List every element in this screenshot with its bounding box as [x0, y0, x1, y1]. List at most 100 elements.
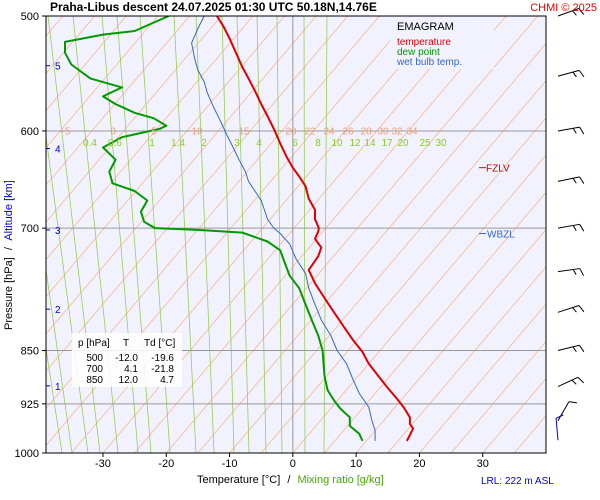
- wind-barb-flag: [572, 71, 577, 78]
- wind-barb-flag: [572, 177, 577, 184]
- isotherm-line: [482, 377, 546, 453]
- isotherm-line: [46, 16, 285, 298]
- mixing-ratio-label: 2: [201, 138, 207, 149]
- wbzl-label: WBZL: [487, 230, 515, 241]
- wind-barb-flag: [579, 268, 585, 276]
- isotherm-line: [46, 16, 349, 372]
- mixing-ratio-line: [256, 16, 267, 453]
- isotherm-line: [260, 117, 546, 453]
- mixing-ratio-label: 30: [435, 138, 447, 149]
- table-cell: 850: [86, 375, 103, 386]
- x-tick-label: -10: [222, 458, 238, 470]
- y-tick-label: 500: [21, 11, 39, 23]
- mixing-ratio-label: 0.4: [83, 138, 97, 149]
- legend-temperature: temperature: [397, 37, 451, 48]
- isotherm-label: 0: [110, 126, 116, 137]
- table-cell: 700: [86, 364, 103, 375]
- x-tick-label: -20: [158, 458, 174, 470]
- wind-barb-flag: [579, 176, 585, 184]
- table-cell: -12.0: [115, 353, 138, 364]
- wind-barb: [557, 176, 580, 182]
- y-axis-label: Pressure [hPa] / Altitude [km]: [3, 180, 15, 330]
- altitude-tick-label: 1: [55, 382, 61, 393]
- table-cell: 4.7: [160, 375, 174, 386]
- table-header-td: Td [°C]: [144, 338, 175, 349]
- isotherm-line: [419, 303, 546, 453]
- isotherm-label: 34: [406, 126, 418, 137]
- wind-barb: [557, 126, 580, 132]
- mixing-ratio-label: 3: [234, 138, 240, 149]
- isotherm-label: 20: [285, 126, 297, 137]
- table-cell: -19.6: [151, 353, 174, 364]
- wind-barb-flag: [578, 305, 585, 313]
- mixing-ratio-label: 17: [381, 138, 393, 149]
- wind-barb-flag: [572, 10, 577, 16]
- wind-barb-flag: [577, 376, 585, 384]
- wind-barb-flag: [578, 70, 585, 78]
- table-row: 500 -12.0 -19.6: [86, 353, 174, 364]
- series-dew-point: [64, 16, 364, 442]
- isotherm-line: [46, 16, 380, 409]
- isotherm-label: 10: [191, 126, 203, 137]
- wind-barb-flag: [578, 344, 585, 353]
- isotherm-label: 5: [151, 126, 157, 137]
- isotherm-line: [165, 16, 539, 453]
- isotherm-label: 26: [342, 126, 354, 137]
- wind-barb: [557, 8, 579, 17]
- isotherm-line: [387, 266, 546, 453]
- x-tick-label: -30: [95, 458, 111, 470]
- y-tick-label: 600: [21, 126, 39, 138]
- mixing-ratio-label: 25: [419, 138, 431, 149]
- mixing-ratio-line: [236, 16, 250, 453]
- wind-barbs: [548, 8, 598, 453]
- altitude-tick-label: 2: [55, 305, 61, 316]
- mixing-ratio-label: 4: [256, 138, 262, 149]
- wind-barb-flag: [571, 379, 577, 385]
- mixing-ratio-label: 6: [292, 138, 298, 149]
- table-row: 700 4.1 -21.8: [86, 364, 174, 375]
- wind-barb: [557, 344, 580, 352]
- isotherm-label: 22: [304, 126, 316, 137]
- lrl-label: LRL: 222 m ASL: [481, 476, 554, 487]
- isotherm-label: 15: [238, 126, 250, 137]
- legend-wet-bulb: wet bulb temp.: [396, 57, 462, 68]
- wind-barb-flag: [572, 225, 577, 231]
- wind-barb: [557, 223, 580, 229]
- table-cell: -21.8: [151, 364, 174, 375]
- table-row: 850 12.0 4.7: [86, 375, 174, 386]
- mixing-ratio-label: 8: [315, 138, 321, 149]
- y-tick-label: 850: [21, 346, 39, 358]
- isotherm-label: 24: [323, 126, 335, 137]
- x-tick-label: 30: [477, 458, 489, 470]
- wind-barb-flag: [572, 128, 577, 134]
- isotherm-line: [46, 16, 254, 261]
- isotherm-line: [134, 16, 507, 453]
- wind-barb-flag: [572, 346, 577, 353]
- isotherm-line: [46, 16, 222, 223]
- isotherm-label: 30: [377, 126, 389, 137]
- plot-area: [46, 16, 546, 453]
- mixing-ratio-line: [46, 266, 73, 453]
- wind-barb-flag: [579, 126, 585, 135]
- series-wet-bulb-temp: [191, 16, 376, 441]
- legend-title: EMAGRAM: [397, 21, 454, 33]
- y-tick-label: 925: [21, 399, 39, 411]
- legend-dew-point: dew point: [397, 47, 440, 58]
- mixing-ratio-line: [276, 16, 283, 453]
- mixing-ratio-label: 0.6: [108, 138, 122, 149]
- mixing-ratio-line: [46, 346, 63, 453]
- table-header-p: p [hPa]: [78, 338, 110, 349]
- wind-barb: [557, 268, 580, 273]
- isotherm-line: [229, 80, 546, 453]
- table-cell: 500: [86, 353, 103, 364]
- mixing-ratio-label: 1.4: [171, 138, 185, 149]
- table-header-t: T: [123, 338, 129, 349]
- mixing-ratio-label: 14: [364, 138, 376, 149]
- series-temperature: [216, 16, 415, 442]
- isotherm-line: [46, 16, 127, 112]
- table-cell: 4.1: [124, 364, 138, 375]
- wind-barb-flag: [572, 307, 577, 313]
- mixing-ratio-label: 20: [397, 138, 409, 149]
